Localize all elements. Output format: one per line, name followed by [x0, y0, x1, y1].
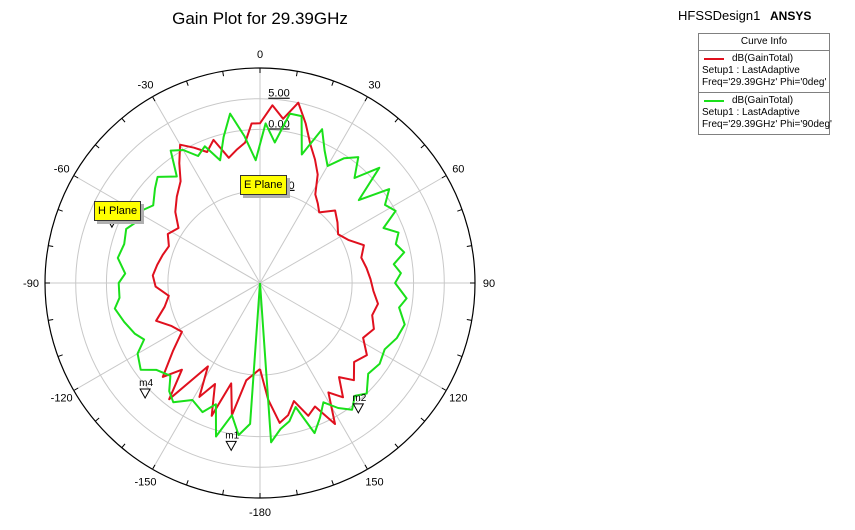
angle-tick-label: 0 [257, 49, 263, 61]
legend-swatch-green [704, 100, 724, 102]
polar-tick-mark [457, 208, 463, 212]
polar-tick-mark [48, 245, 54, 248]
polar-tick-mark [222, 71, 225, 77]
polar-tick-mark [420, 417, 426, 422]
polar-tick-mark [441, 387, 447, 391]
polar-spoke [152, 96, 261, 284]
marker-m1-icon [225, 440, 238, 452]
polar-tick-mark [295, 489, 298, 495]
polar-tick-mark [73, 387, 79, 391]
polar-spoke [259, 96, 368, 284]
design-header: HFSSDesign1 ANSYS [678, 8, 811, 23]
legend-params: Freq='29.39GHz' Phi='0deg' [702, 77, 827, 88]
angle-tick-label: -180 [249, 507, 271, 519]
polar-tick-mark [94, 144, 100, 149]
polar-tick-mark [466, 318, 472, 321]
polar-tick-mark [364, 464, 368, 470]
marker-m1-label: m1 [225, 430, 239, 441]
angle-tick-label: 120 [449, 393, 467, 405]
legend-entry-phi90[interactable]: dB(GainTotal) Setup1 : LastAdaptive Freq… [699, 92, 832, 134]
legend-setup: Setup1 : LastAdaptive [702, 65, 800, 76]
polar-spoke [259, 282, 368, 470]
polar-tick-mark [185, 480, 189, 486]
radial-tick-label: 5.00 [268, 88, 289, 100]
radial-tick-label: 0.00 [268, 118, 289, 130]
legend-series-name: dB(GainTotal) [732, 53, 794, 64]
polar-spoke [73, 282, 261, 391]
polar-tick-mark [441, 175, 447, 179]
angle-tick-label: 60 [452, 164, 464, 176]
polar-tick-mark [420, 144, 426, 149]
legend-series-name: dB(GainTotal) [732, 95, 794, 106]
marker-m2-icon [352, 403, 365, 414]
polar-spoke [73, 175, 261, 284]
polar-tick-mark [185, 80, 189, 86]
legend-setup: Setup1 : LastAdaptive [702, 107, 800, 118]
angle-tick-label: -30 [138, 80, 154, 92]
polar-tick-mark [73, 175, 79, 179]
angle-tick-label: 150 [365, 476, 383, 488]
polar-tick-mark [222, 489, 225, 495]
polar-tick-mark [152, 464, 156, 470]
legend-params: Freq='29.39GHz' Phi='90deg' [702, 119, 832, 130]
angle-tick-label: 90 [483, 278, 495, 290]
brand-logo-text: ANSYS [770, 9, 812, 23]
polar-tick-mark [121, 443, 126, 449]
polar-tick-mark [364, 96, 368, 102]
gain-curve-phi90 [113, 112, 408, 444]
angle-tick-label: 30 [368, 80, 380, 92]
polar-tick-mark [331, 480, 335, 486]
polar-tick-mark [295, 71, 298, 77]
polar-tick-mark [57, 354, 63, 358]
annotation-e-plane[interactable]: E Plane [240, 175, 287, 195]
polar-tick-mark [94, 417, 100, 422]
polar-tick-mark [394, 117, 399, 123]
angle-tick-label: -150 [134, 476, 156, 488]
marker-m2-label: m2 [352, 393, 366, 404]
polar-spoke [259, 175, 447, 284]
polar-tick-mark [121, 117, 126, 123]
angle-tick-label: -120 [51, 393, 73, 405]
polar-tick-mark [152, 96, 156, 102]
polar-spoke [152, 282, 261, 470]
polar-tick-mark [394, 443, 399, 449]
polar-tick-mark [48, 318, 54, 321]
marker-m4-label: m4 [139, 378, 153, 389]
chart-title: Gain Plot for 29.39GHz [172, 9, 348, 28]
marker-m4-icon [139, 388, 151, 399]
design-name: HFSSDesign1 [678, 8, 761, 23]
curve-info-legend[interactable]: Curve Info dB(GainTotal) Setup1 : LastAd… [698, 33, 832, 135]
legend-title: Curve Info [699, 34, 829, 51]
polar-tick-mark [466, 245, 472, 248]
annotation-h-plane[interactable]: H Plane [94, 201, 142, 221]
polar-tick-mark [457, 354, 463, 358]
polar-tick-mark [57, 208, 63, 212]
polar-spoke [259, 282, 447, 391]
angle-tick-label: -60 [54, 164, 70, 176]
legend-entry-phi0[interactable]: dB(GainTotal) Setup1 : LastAdaptive Freq… [699, 51, 829, 92]
polar-tick-mark [331, 80, 335, 86]
gain-curve-phi0 [151, 101, 379, 425]
angle-tick-label: -90 [23, 278, 39, 290]
legend-swatch-red [704, 58, 724, 60]
